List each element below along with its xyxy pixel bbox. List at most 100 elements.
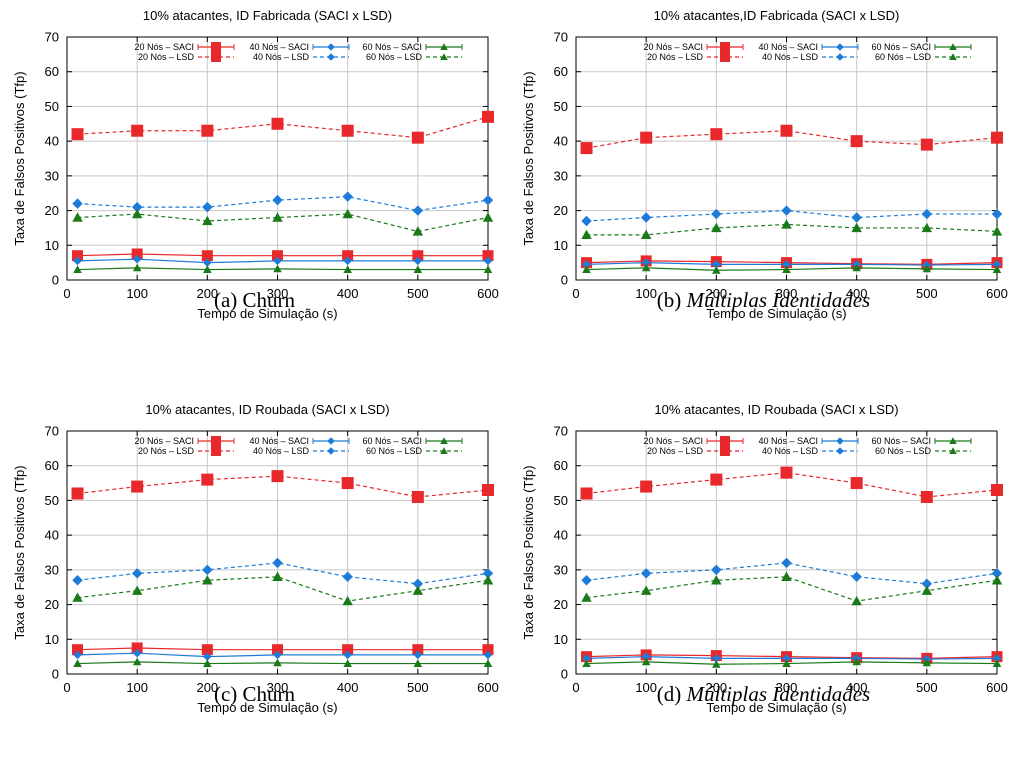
legend-marker-a-4 (440, 43, 448, 51)
y-tick-label-c-40: 40 (45, 528, 59, 543)
point-a-4-0 (73, 265, 82, 274)
series-d-1 (580, 466, 1003, 503)
x-tick-label-a-600: 600 (477, 286, 499, 301)
x-tick-label-c-600: 600 (477, 680, 499, 695)
caption-a-text: Churn (242, 288, 296, 312)
point-a-0-6 (482, 250, 494, 262)
legend-marker-c-2 (327, 437, 335, 445)
point-b-2-2 (712, 260, 721, 269)
legend-label-d-5: 60 Nós – LSD (875, 446, 932, 456)
y-axis-label-a: Taxa de Falsos Positivos (Tfp) (12, 71, 27, 245)
series-d-3 (581, 557, 1003, 589)
caption-a-label: (a) (213, 288, 238, 312)
point-b-2-0 (582, 260, 591, 269)
point-a-2-1 (132, 254, 142, 264)
point-d-1-6 (991, 484, 1003, 497)
legend-label-b-5: 60 Nós – LSD (875, 52, 932, 62)
point-c-1-6 (482, 484, 494, 497)
point-a-3-4 (342, 191, 353, 202)
series-b-4 (582, 263, 1002, 274)
point-b-4-2 (712, 266, 721, 274)
point-c-0-4 (342, 644, 354, 656)
point-c-3-4 (342, 571, 353, 583)
point-a-5-4 (342, 208, 353, 219)
point-d-5-0 (581, 592, 592, 602)
x-axis-label-c: Tempo de Simulação (s) (197, 700, 337, 715)
point-c-5-5 (412, 585, 424, 595)
legend-label-d-0: 20 Nós – SACI (643, 436, 703, 446)
point-a-2-3 (273, 256, 282, 266)
point-c-3-2 (202, 564, 213, 576)
point-d-3-3 (781, 557, 792, 569)
point-d-4-6 (992, 659, 1002, 668)
series-d-4 (582, 657, 1002, 668)
caption-b-label: (b) (656, 288, 682, 312)
legend-label-b-0: 20 Nós – SACI (643, 42, 703, 52)
y-tick-label-b-50: 50 (554, 99, 568, 114)
point-a-5-6 (482, 212, 494, 222)
legend-label-d-4: 60 Nós – SACI (871, 436, 931, 446)
point-a-2-0 (73, 256, 82, 266)
y-tick-label-d-20: 20 (554, 597, 568, 612)
point-a-4-4 (343, 265, 352, 274)
point-d-5-5 (921, 585, 933, 595)
y-axis-label-d: Taxa de Falsos Positivos (Tfp) (521, 465, 536, 639)
point-a-4-3 (273, 264, 282, 273)
x-tick-label-b-100: 100 (635, 286, 657, 301)
point-a-4-5 (413, 265, 423, 274)
x-axis-label-a: Tempo de Simulação (s) (197, 306, 337, 321)
point-a-2-5 (413, 256, 423, 266)
point-a-2-6 (483, 256, 493, 266)
series-b-5 (581, 219, 1003, 240)
legend-marker-a-5 (440, 53, 448, 61)
legend-label-c-3: 40 Nós – LSD (253, 446, 310, 456)
point-c-5-6 (482, 575, 494, 585)
grid-a (67, 37, 488, 280)
caption-c: (c) Churn (0, 682, 509, 707)
point-b-4-0 (582, 265, 591, 274)
legend-label-a-4: 60 Nós – SACI (362, 42, 422, 52)
point-b-2-1 (641, 258, 651, 267)
point-c-3-3 (272, 557, 283, 569)
y-tick-label-d-70: 70 (554, 424, 568, 439)
point-d-3-4 (851, 571, 862, 583)
point-a-0-0 (72, 250, 84, 262)
x-tick-label-a-0: 0 (63, 286, 70, 301)
point-d-3-2 (711, 564, 722, 576)
point-d-2-0 (582, 654, 591, 663)
point-a-1-0 (71, 128, 84, 141)
series-c-5 (72, 571, 494, 606)
y-tick-label-a-60: 60 (45, 64, 59, 79)
x-tick-label-c-100: 100 (126, 680, 148, 695)
series-a-2 (73, 254, 493, 267)
caption-d-text: Múltiplas Identidades (686, 682, 871, 706)
y-tick-label-c-60: 60 (45, 458, 59, 473)
point-d-4-2 (712, 660, 721, 668)
y-tick-label-c-20: 20 (45, 597, 59, 612)
legend-marker-d-2 (836, 437, 844, 445)
point-d-1-4 (850, 477, 863, 490)
point-c-5-4 (342, 595, 353, 606)
legend-marker-a-2 (327, 43, 335, 51)
point-d-2-3 (782, 654, 791, 663)
point-d-5-1 (640, 585, 652, 595)
point-b-5-5 (921, 222, 933, 233)
x-tick-label-d-600: 600 (986, 680, 1008, 695)
series-a-3 (72, 191, 494, 216)
chart-a: 0 100 200 300 400 500 600 0 10 20 30 40 50 60 70 10% at… (12, 8, 499, 321)
point-d-3-0 (581, 575, 592, 586)
x-tick-label-b-300: 300 (776, 286, 798, 301)
x-tick-label-d-400: 400 (846, 680, 868, 695)
legend-marker-d-3 (836, 447, 844, 455)
legend-label-c-4: 60 Nós – SACI (362, 436, 422, 446)
y-tick-label-b-40: 40 (554, 134, 568, 149)
y-tick-label-a-30: 30 (45, 168, 59, 183)
series-a-4 (73, 263, 493, 274)
legend-label-c-2: 40 Nós – SACI (249, 436, 309, 446)
legend-label-d-3: 40 Nós – LSD (762, 446, 819, 456)
point-d-5-6 (991, 575, 1003, 585)
point-a-5-3 (272, 212, 283, 222)
legend-marker-a-1 (211, 52, 221, 62)
